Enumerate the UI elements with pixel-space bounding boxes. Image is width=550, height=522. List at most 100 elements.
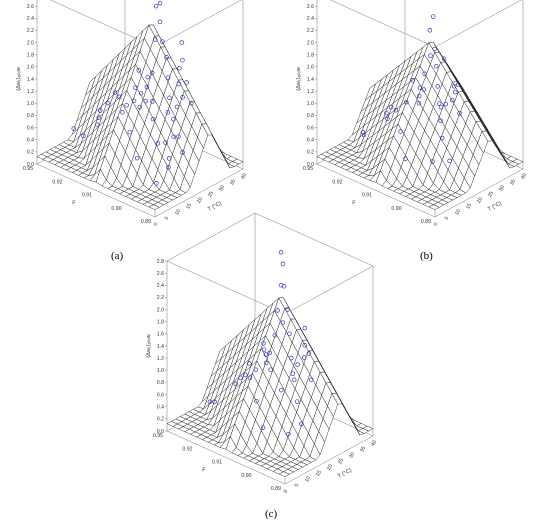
data-point — [157, 0, 163, 6]
data-point — [165, 110, 171, 115]
data-point — [164, 55, 169, 60]
t-tick-label: 10 — [304, 475, 312, 483]
axis-box — [316, 0, 524, 218]
t-axis-label: T (°C) — [207, 201, 223, 213]
data-point — [267, 350, 273, 356]
t-tick-label: 25 — [337, 457, 345, 465]
t-axis-label: T (°C) — [487, 201, 503, 213]
data-point — [450, 97, 455, 103]
data-point — [290, 371, 296, 376]
f-axis-label: F — [72, 201, 76, 207]
data-point — [105, 100, 110, 106]
f-tick-label: 0.95 — [23, 166, 33, 172]
data-point — [430, 159, 435, 164]
z-tick-label: 0.2 — [307, 150, 314, 156]
data-point — [177, 66, 182, 71]
z-axis-label: (Δw₁)ₐₗₗₒw — [296, 66, 302, 90]
caption-b: (b) — [420, 250, 433, 262]
z-tick-label: 0.8 — [157, 380, 164, 386]
data-point — [430, 14, 436, 19]
plot-group: 0.0 0.2 0.4 0.6 0.8 1.0 1.2 1.4 1.6 1.8 2.0 2.2 2.4 2… — [296, 0, 528, 227]
data-point — [97, 108, 103, 113]
data-point — [180, 95, 185, 100]
data-point — [272, 332, 278, 338]
box-top-edge — [254, 212, 374, 267]
data-point — [207, 399, 213, 405]
t-tick-label: 25 — [207, 190, 215, 198]
data-point — [457, 110, 462, 116]
z-axis-label: (Δw₁)ₐₗₗₒw — [146, 333, 152, 357]
data-point — [278, 282, 284, 288]
data-point — [160, 39, 165, 44]
data-point — [410, 78, 416, 83]
data-point — [422, 71, 427, 77]
t-tick-label: 5 — [294, 483, 301, 489]
surface-mesh — [316, 41, 524, 210]
data-point — [166, 156, 172, 161]
data-point — [149, 70, 155, 76]
z-tick-label: 1.0 — [307, 101, 314, 107]
plot-group: 0.0 0.2 0.4 0.6 0.8 1.0 1.2 1.4 1.6 1.8 2.0 2.2 2.4 2… — [146, 212, 378, 494]
data-point — [124, 102, 129, 108]
data-point — [299, 421, 304, 427]
z-axis-label: (Δw₁)ₐₗₗₒw — [16, 66, 22, 90]
data-point — [145, 74, 150, 80]
data-point — [150, 99, 155, 104]
z-tick-label: 0.0 — [307, 162, 314, 168]
z-tick-label: 1.6 — [307, 65, 314, 71]
t-tick-label: 20 — [196, 196, 204, 204]
data-point — [138, 90, 144, 96]
z-tick-label: 1.8 — [307, 53, 314, 59]
data-point — [275, 308, 280, 313]
data-point — [167, 95, 172, 101]
z-tick-label: 1.6 — [157, 332, 164, 338]
data-point — [179, 40, 185, 45]
data-points — [71, 0, 194, 186]
data-point — [443, 101, 449, 107]
z-tick-label: 2.4 — [27, 16, 34, 22]
z-tick-label: 0.2 — [157, 417, 164, 423]
z-tick-label: 2.6 — [27, 4, 34, 10]
box-top-edge — [284, 265, 374, 315]
box-bottom-edge — [434, 168, 524, 218]
f-tick-label: 0.95 — [303, 166, 313, 172]
box-top-edge — [154, 0, 242, 48]
data-point — [438, 118, 443, 124]
t-tick-label: 20 — [476, 196, 484, 204]
data-point — [278, 250, 284, 255]
z-tick-label: 1.0 — [157, 368, 164, 374]
data-point — [281, 283, 287, 289]
data-point — [212, 399, 217, 405]
f-tick-label: 0.91 — [82, 193, 92, 199]
t-tick-label: 5 — [444, 216, 451, 222]
data-point — [133, 85, 138, 90]
z-tick-label: 2.0 — [27, 40, 34, 46]
data-point — [171, 134, 176, 139]
t-tick-label: 35 — [509, 178, 517, 186]
f-tick-label: 0.95 — [153, 433, 163, 439]
t-tick-label: 10 — [174, 208, 182, 216]
data-point — [393, 107, 399, 113]
data-point — [306, 351, 312, 356]
data-point — [435, 84, 440, 89]
data-point — [157, 19, 163, 25]
data-point — [154, 181, 159, 186]
data-point — [360, 130, 366, 135]
z-tick-label: 1.2 — [307, 89, 314, 95]
data-point — [416, 100, 422, 106]
data-point — [417, 85, 423, 91]
data-point — [153, 3, 159, 9]
f-axis-label: F — [352, 201, 356, 207]
data-points — [360, 14, 462, 164]
plot-group: 0.0 0.2 0.4 0.6 0.8 1.0 1.2 1.4 1.6 1.8 2.0 2.2 2.4 2… — [16, 0, 248, 227]
f-tick-label: 0.92 — [332, 179, 342, 185]
data-point — [398, 129, 403, 134]
z-tick-label: 1.4 — [27, 77, 34, 83]
data-point — [433, 63, 439, 69]
f-tick-label: 0.91 — [212, 460, 222, 466]
data-point — [261, 347, 267, 352]
panel-c: 0.0 0.2 0.4 0.6 0.8 1.0 1.2 1.4 1.6 1.8 2.0 2.2 2.4 2… — [140, 212, 415, 507]
box-top-edge — [166, 260, 286, 315]
z-tick-label: 1.0 — [27, 101, 34, 107]
t-tick-label: 40 — [240, 172, 248, 180]
